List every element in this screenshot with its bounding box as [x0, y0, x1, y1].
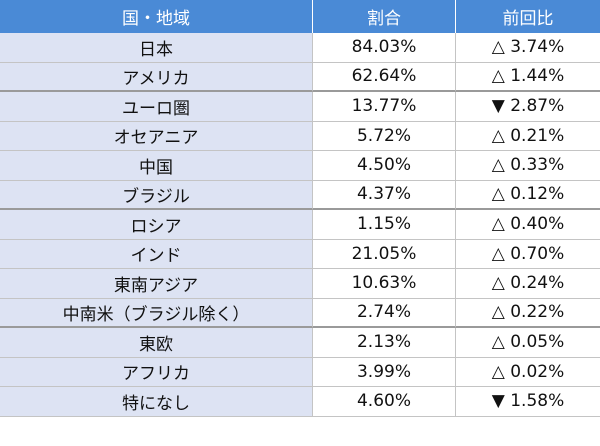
- region-cell: 東欧: [0, 328, 313, 358]
- share-cell: 2.13%: [313, 328, 456, 358]
- share-cell: 4.60%: [313, 387, 456, 417]
- region-cell: インド: [0, 239, 313, 269]
- change-cell: △ 1.44%: [456, 63, 600, 92]
- share-cell: 4.37%: [313, 180, 456, 210]
- share-cell: 84.03%: [313, 33, 456, 63]
- region-cell: アメリカ: [0, 62, 313, 92]
- region-cell: 東南アジア: [0, 269, 313, 299]
- share-cell: 5.72%: [313, 121, 456, 151]
- share-cell: 2.74%: [313, 298, 456, 328]
- change-cell: △ 0.21%: [456, 122, 600, 151]
- share-cell: 4.50%: [313, 151, 456, 181]
- change-cell: △ 0.12%: [456, 181, 600, 210]
- change-cell: △ 0.33%: [456, 151, 600, 181]
- share-cell: 3.99%: [313, 357, 456, 387]
- region-cell: 日本: [0, 33, 313, 63]
- share-cell: 10.63%: [313, 269, 456, 299]
- change-cell: ▼ 1.58%: [456, 387, 600, 417]
- share-cell: 62.64%: [313, 62, 456, 92]
- share-cell: 1.15%: [313, 210, 456, 240]
- change-cell: ▼ 2.87%: [456, 92, 600, 122]
- region-cell: 中国: [0, 151, 313, 181]
- share-cell: 21.05%: [313, 239, 456, 269]
- region-cell: 中南米（ブラジル除く）: [0, 298, 313, 328]
- header-cell: 前回比: [456, 0, 600, 33]
- header-cell: 割合: [313, 0, 456, 33]
- change-cell: △ 0.05%: [456, 328, 600, 358]
- region-cell: ロシア: [0, 210, 313, 240]
- change-cell: △ 0.02%: [456, 358, 600, 387]
- region-cell: ユーロ圏: [0, 92, 313, 122]
- change-cell: △ 0.40%: [456, 210, 600, 240]
- region-cell: オセアニア: [0, 121, 313, 151]
- change-cell: △ 0.24%: [456, 269, 600, 299]
- change-cell: △ 0.70%: [456, 240, 600, 269]
- share-cell: 13.77%: [313, 92, 456, 122]
- region-cell: 特になし: [0, 387, 313, 417]
- change-cell: △ 0.22%: [456, 299, 600, 328]
- region-cell: ブラジル: [0, 180, 313, 210]
- change-cell: △ 3.74%: [456, 33, 600, 63]
- region-cell: アフリカ: [0, 357, 313, 387]
- header-cell: 国・地域: [0, 0, 313, 33]
